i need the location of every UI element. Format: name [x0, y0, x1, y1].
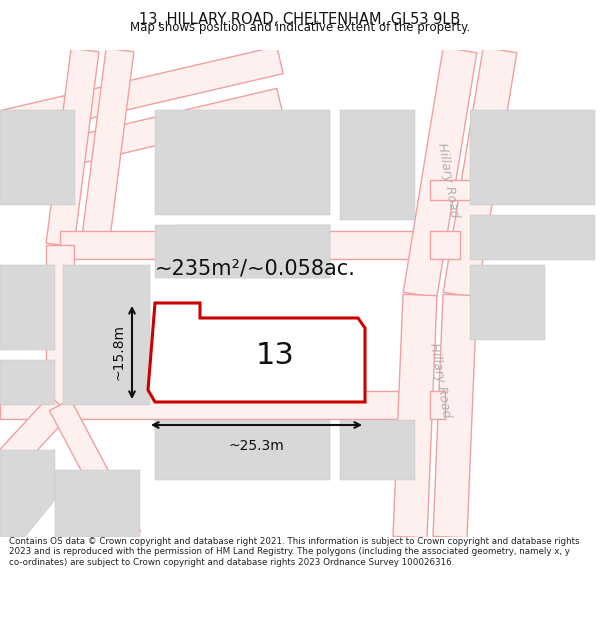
Bar — [175, 225, 330, 278]
Bar — [155, 110, 330, 215]
Text: ~15.8m: ~15.8m — [112, 324, 126, 381]
Bar — [0, 265, 55, 350]
Text: Contains OS data © Crown copyright and database right 2021. This information is : Contains OS data © Crown copyright and d… — [9, 537, 580, 567]
Polygon shape — [49, 399, 140, 542]
Polygon shape — [81, 48, 134, 247]
Polygon shape — [46, 48, 99, 247]
Polygon shape — [403, 48, 477, 298]
Bar — [470, 265, 545, 340]
Polygon shape — [430, 391, 445, 419]
Polygon shape — [430, 180, 500, 200]
Polygon shape — [430, 231, 460, 259]
Polygon shape — [0, 391, 430, 419]
Bar — [0, 110, 75, 205]
Bar — [63, 265, 150, 405]
Polygon shape — [0, 396, 70, 479]
Polygon shape — [393, 294, 437, 538]
Bar — [340, 110, 415, 220]
Text: ~25.3m: ~25.3m — [229, 439, 284, 453]
Polygon shape — [0, 46, 283, 139]
Text: Map shows position and indicative extent of the property.: Map shows position and indicative extent… — [130, 21, 470, 34]
Bar — [0, 360, 55, 405]
Text: 13, HILLARY ROAD, CHELTENHAM, GL53 9LB: 13, HILLARY ROAD, CHELTENHAM, GL53 9LB — [139, 12, 461, 28]
Polygon shape — [60, 231, 430, 259]
Bar — [155, 225, 330, 278]
Polygon shape — [46, 245, 74, 405]
Bar — [470, 110, 595, 205]
Polygon shape — [443, 48, 517, 298]
Bar — [155, 420, 330, 480]
Polygon shape — [0, 450, 55, 537]
Text: ~235m²/~0.058ac.: ~235m²/~0.058ac. — [155, 258, 355, 278]
Text: 13: 13 — [256, 341, 295, 369]
Bar — [55, 470, 140, 537]
Bar — [470, 215, 595, 260]
Text: Hillary Road: Hillary Road — [435, 142, 461, 218]
Polygon shape — [148, 303, 365, 402]
Polygon shape — [0, 88, 283, 182]
Bar — [340, 420, 415, 480]
Polygon shape — [433, 294, 477, 538]
Text: Hillary Road: Hillary Road — [427, 342, 453, 418]
